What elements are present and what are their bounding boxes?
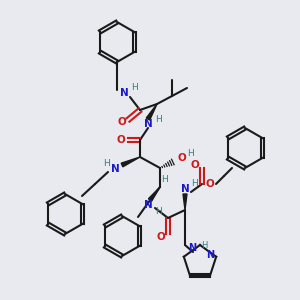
Text: O: O: [118, 117, 126, 127]
Text: N: N: [188, 243, 196, 253]
Text: O: O: [117, 135, 125, 145]
Text: H: H: [187, 148, 194, 158]
Text: N: N: [111, 164, 119, 174]
Text: N: N: [144, 200, 152, 210]
Polygon shape: [148, 187, 160, 201]
Text: N: N: [120, 88, 128, 98]
Text: H: H: [132, 83, 138, 92]
Text: H: H: [201, 241, 207, 250]
Polygon shape: [146, 104, 157, 120]
Text: H: H: [156, 115, 162, 124]
Text: H: H: [154, 206, 161, 215]
Text: N: N: [144, 119, 152, 129]
Text: N: N: [206, 250, 214, 260]
Text: N: N: [181, 184, 189, 194]
Text: H: H: [162, 176, 168, 184]
Text: O: O: [190, 160, 200, 170]
Text: H: H: [103, 160, 110, 169]
Text: H: H: [192, 179, 198, 188]
Polygon shape: [121, 157, 140, 167]
Text: O: O: [206, 179, 214, 189]
Polygon shape: [183, 194, 187, 210]
Text: O: O: [178, 153, 186, 163]
Text: O: O: [157, 232, 165, 242]
